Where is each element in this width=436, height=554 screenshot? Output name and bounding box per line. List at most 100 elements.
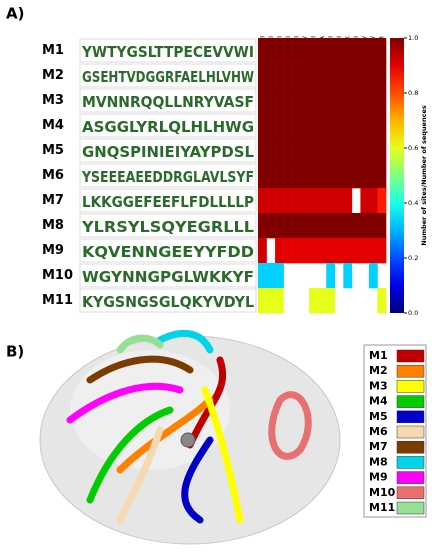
heat-cell	[317, 88, 327, 114]
heat-cell	[351, 113, 361, 139]
heat-cell	[360, 38, 370, 64]
heat-cell	[326, 113, 336, 139]
legend-swatch	[396, 440, 425, 454]
heat-cell	[343, 263, 353, 289]
heat-cell	[266, 63, 276, 89]
heat-cell	[326, 38, 336, 64]
heat-cell	[334, 63, 344, 89]
heat-cell	[283, 113, 293, 139]
heat-cell	[343, 88, 353, 114]
heat-cell	[266, 263, 276, 289]
heat-cell	[360, 88, 370, 114]
ribbon	[66, 382, 184, 424]
heat-cell	[317, 288, 327, 314]
row-label: M2	[42, 68, 64, 83]
legend-swatch	[396, 410, 425, 424]
colorbar-tick-label: 0.0	[408, 309, 418, 317]
heat-cell	[275, 163, 284, 189]
legend-label: M6	[369, 425, 388, 438]
heat-cell	[292, 88, 301, 114]
heat-cell	[292, 188, 301, 214]
heat-cell	[317, 138, 327, 164]
heat-cell	[368, 238, 378, 264]
heat-cell	[377, 288, 387, 314]
heat-cell	[292, 138, 301, 164]
colorbar-label: Number of sites/Number of sequences	[420, 105, 428, 246]
heat-cell	[377, 238, 387, 264]
heat-cell	[275, 288, 284, 314]
heat-cell	[326, 288, 336, 314]
zinc-ion	[180, 432, 196, 448]
logo-box	[79, 238, 257, 263]
logo-box	[79, 213, 257, 238]
heat-cell	[360, 188, 370, 214]
panel-label: A)	[6, 5, 24, 23]
sequence-logo: KQVENNGEEYYFDD	[82, 243, 254, 261]
sequence-logo: YSEEEAEEDDRGLAVLSYF	[81, 168, 254, 186]
heat-cell	[266, 138, 276, 164]
heat-cell	[368, 188, 378, 214]
row-label: M4	[42, 118, 64, 133]
heat-cell	[309, 188, 319, 214]
heat-cell	[300, 88, 310, 114]
heat-cell	[368, 38, 378, 64]
heat-cell	[360, 113, 370, 139]
heat-cell	[258, 288, 267, 314]
heat-cell	[258, 188, 267, 214]
ribbon	[116, 334, 164, 354]
heat-cell	[275, 213, 284, 239]
heat-cell	[309, 63, 319, 89]
heat-cell	[292, 238, 301, 264]
row-label: M3	[42, 93, 64, 108]
heat-cell	[360, 213, 370, 239]
sequence-logo: GSEHTVDGGRFAELHLVHW	[82, 68, 254, 86]
logo-box	[79, 88, 257, 113]
heat-cell	[334, 213, 344, 239]
heat-cell	[309, 138, 319, 164]
legend-label: M9	[369, 471, 388, 484]
heat-cell	[266, 288, 276, 314]
heat-cell	[377, 63, 387, 89]
row-label: M8	[42, 218, 64, 233]
heat-cell	[351, 138, 361, 164]
heat-cell	[317, 113, 327, 139]
heat-cell	[275, 138, 284, 164]
ribbon	[86, 355, 194, 384]
heat-cell	[275, 113, 284, 139]
heat-cell	[377, 138, 387, 164]
heat-cell	[368, 263, 378, 289]
heat-cell	[368, 63, 378, 89]
heat-cell	[258, 163, 267, 189]
row-label: M9	[42, 243, 64, 258]
ribbon	[181, 436, 214, 524]
heat-cell	[283, 138, 293, 164]
heat-cell	[275, 38, 284, 64]
heat-cell	[343, 113, 353, 139]
heat-cell	[283, 238, 293, 264]
ribbon	[201, 386, 244, 524]
row-label: M5	[42, 143, 64, 158]
legend-label: M2	[369, 364, 388, 377]
heat-cell	[283, 213, 293, 239]
heat-cell	[343, 238, 353, 264]
heat-cell	[368, 213, 378, 239]
heat-cell	[377, 88, 387, 114]
heat-cell	[275, 238, 284, 264]
heat-cell	[300, 163, 310, 189]
heat-cell	[258, 38, 267, 64]
heat-cell	[317, 188, 327, 214]
heat-cell	[360, 138, 370, 164]
legend-label: M8	[369, 455, 388, 468]
heat-cell	[326, 63, 336, 89]
colorbar-tick-label: 1.0	[408, 34, 418, 42]
heat-cell	[275, 263, 284, 289]
ribbon	[116, 426, 164, 524]
heat-cell	[258, 213, 267, 239]
heat-cell	[300, 63, 310, 89]
heat-cell	[266, 163, 276, 189]
ribbons	[66, 329, 312, 524]
sequence-logo: KYGSNGSGLQKYVDYL	[82, 293, 254, 311]
heat-cell	[309, 238, 319, 264]
heat-cell	[334, 88, 344, 114]
